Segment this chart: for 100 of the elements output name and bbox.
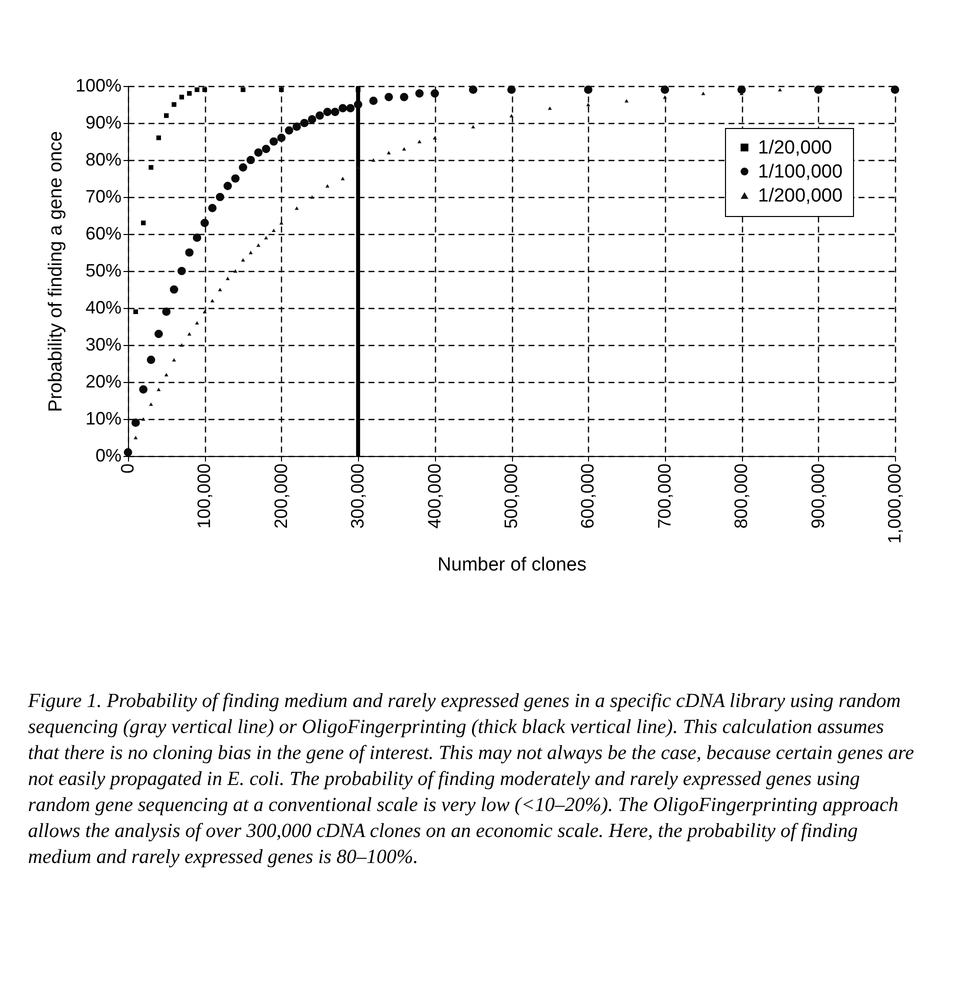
point — [148, 165, 154, 170]
point — [178, 266, 186, 276]
point — [548, 106, 552, 110]
point — [814, 86, 822, 94]
point — [346, 104, 355, 112]
point — [308, 115, 316, 124]
point — [400, 92, 408, 102]
point — [584, 86, 592, 94]
point — [468, 86, 478, 94]
point — [195, 321, 200, 325]
point — [210, 298, 214, 302]
y-tick-label: 50% — [85, 260, 122, 280]
point — [226, 276, 230, 280]
point — [224, 182, 232, 190]
x-tick-label: 800,000 — [731, 464, 752, 529]
point — [737, 86, 746, 94]
point — [369, 96, 378, 105]
point — [164, 113, 169, 118]
x-tick-label: 400,000 — [424, 464, 444, 529]
point — [194, 87, 200, 92]
point — [277, 134, 286, 142]
y-tick-label: 100% — [75, 76, 122, 96]
y-tick-label: 10% — [85, 408, 122, 428]
point — [162, 308, 171, 316]
point — [356, 87, 360, 92]
point — [272, 228, 276, 232]
y-tick-label: 80% — [85, 150, 122, 170]
point — [294, 206, 299, 210]
x-tick-label: 200,000 — [270, 464, 291, 529]
point — [200, 218, 209, 228]
point — [432, 136, 437, 140]
point — [172, 358, 176, 362]
x-tick-label: 500,000 — [501, 464, 521, 529]
point — [164, 372, 168, 376]
point — [131, 418, 140, 427]
point — [660, 86, 670, 94]
point — [231, 174, 240, 183]
point — [292, 122, 301, 131]
point — [187, 91, 192, 96]
x-tick-label: 100,000 — [194, 464, 214, 529]
x-tick-label: 900,000 — [808, 464, 828, 529]
point — [890, 86, 900, 94]
x-tick-label: 1,000,000 — [884, 464, 904, 544]
y-tick-label: 30% — [85, 334, 122, 354]
point — [415, 89, 424, 98]
point — [279, 87, 284, 92]
x-tick-label: 300,000 — [348, 464, 368, 529]
point — [264, 236, 268, 240]
point — [156, 135, 162, 140]
y-tick-label: 60% — [85, 224, 122, 244]
point — [192, 234, 202, 242]
point — [216, 192, 224, 202]
point — [202, 310, 207, 314]
point — [323, 108, 332, 116]
point — [778, 88, 782, 92]
point — [430, 89, 439, 98]
y-tick-label: 0% — [95, 446, 122, 466]
point — [238, 163, 248, 172]
legend-label: 1/100,000 — [758, 162, 843, 182]
y-tick-label: 40% — [85, 298, 122, 318]
point — [330, 108, 340, 116]
y-tick-label: 70% — [85, 186, 122, 206]
point — [149, 402, 154, 406]
legend-label: 1/20,000 — [758, 138, 832, 158]
x-axis-title: Number of clones — [438, 554, 586, 576]
point — [240, 87, 246, 92]
point — [262, 144, 270, 154]
point — [133, 309, 138, 314]
y-tick-label: 90% — [85, 112, 122, 132]
point — [471, 124, 476, 128]
point — [172, 102, 176, 107]
point — [510, 114, 514, 118]
point — [316, 111, 324, 120]
x-tick-label: 700,000 — [654, 464, 674, 529]
point — [208, 204, 217, 212]
point — [202, 87, 208, 92]
point — [179, 94, 184, 100]
point — [300, 118, 309, 128]
y-axis-title: Probability of finding a gene once — [45, 131, 66, 412]
point — [170, 285, 178, 294]
point — [154, 330, 163, 338]
point — [624, 99, 629, 103]
point — [284, 126, 294, 135]
point — [256, 243, 260, 247]
point — [338, 104, 347, 112]
y-tick-label: 20% — [85, 372, 122, 392]
point — [507, 86, 516, 94]
point — [185, 248, 194, 257]
x-tick-label: 600,000 — [578, 464, 598, 529]
point — [140, 220, 146, 226]
point — [270, 137, 278, 146]
point — [139, 385, 148, 394]
x-tick-label: 0 — [118, 464, 138, 474]
point — [662, 95, 667, 99]
caption: Figure 1. Probability of finding medium and rarely expressed genes in a specific cDNA library using random sequencing (gray vertical line) or OligoFingerprinting (thick black vertical line). This calculation assumes that there is no cloning bias in the gene of interest. This may not always be the case, because certain genes are not easily propagated in E. coli. The probability of finding moderately and rarely expressed genes using random gene sequencing at a conventional scale is very low (<10–20%). The OligoFingerprinting approach allows the analysis of over 300,000 cDNA clones on an economic scale. Here, the probability of finding medium and rarely expressed genes is 80–100%. — [28, 689, 915, 870]
point — [246, 156, 255, 164]
point — [386, 150, 391, 154]
legend-label: 1/200,000 — [758, 186, 843, 206]
point — [384, 92, 393, 102]
point — [187, 332, 192, 336]
